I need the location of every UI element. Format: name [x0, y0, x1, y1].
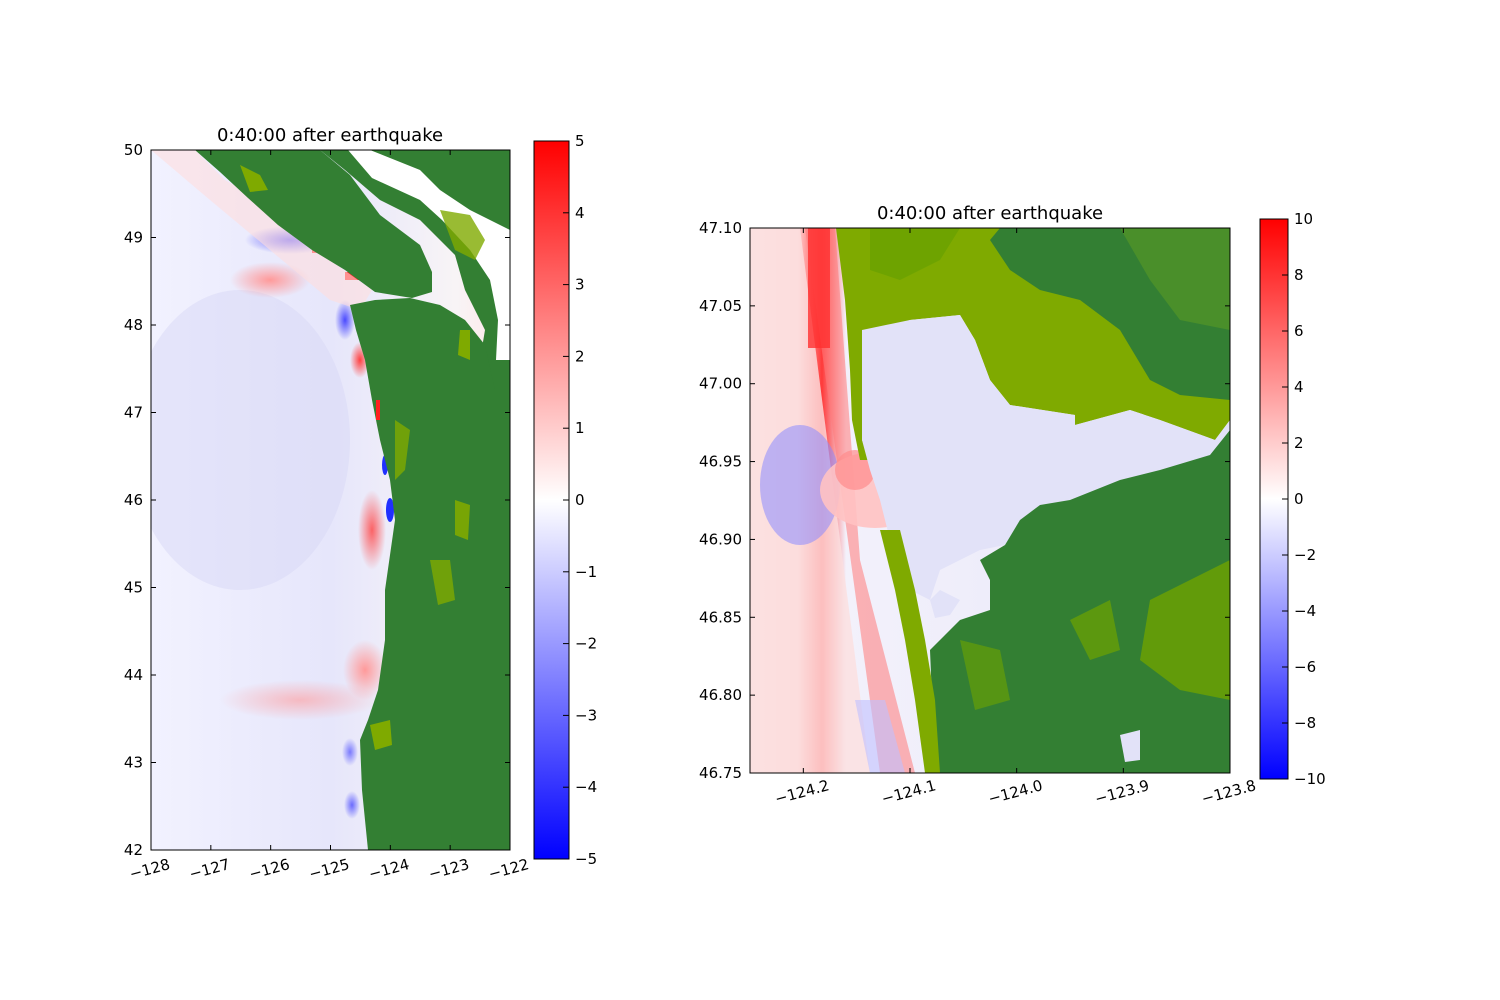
- panel-1-ytick-label: 46: [124, 491, 143, 509]
- colorbar-2-tick-label: 4: [1294, 378, 1304, 396]
- map-panel-2: 0:40:00 after earthquake: [699, 203, 1326, 808]
- colorbar-1-tick-label: 2: [575, 347, 585, 365]
- panel-1-ytick-label: 48: [124, 316, 143, 334]
- panel-2-ytick-label: 46.90: [699, 530, 742, 548]
- panel-1-field: [151, 150, 510, 850]
- panel-2-xtick-label: −124.2: [773, 776, 831, 808]
- colorbar-2-tick-label: −4: [1294, 602, 1316, 620]
- colorbar-2-tick-label: −6: [1294, 658, 1316, 676]
- panel-1-xtick-label: −127: [187, 855, 231, 883]
- panel-1-xtick-label: −124: [367, 855, 411, 883]
- colorbar-1-tick-label: −3: [575, 706, 597, 724]
- panel-2-xtick-label: −123.9: [1093, 776, 1151, 808]
- panel-2-field: [750, 228, 1230, 773]
- map-panel-1: 0:40:00 after earthquake: [124, 125, 597, 883]
- panel-2-frame: [749, 227, 1231, 774]
- panel-2-title: 0:40:00 after earthquake: [877, 203, 1103, 224]
- colorbar-2-tick-label: −10: [1294, 770, 1326, 788]
- panel-1-xtick-label: −125: [307, 855, 351, 883]
- colorbar-2-tick-label: −2: [1294, 546, 1316, 564]
- panel-2-ytick-label: 46.95: [699, 453, 742, 471]
- panel-2-ytick-label: 47.10: [699, 219, 742, 237]
- panel-2-ytick-label: 46.75: [699, 764, 742, 782]
- panel-1-title: 0:40:00 after earthquake: [217, 125, 443, 146]
- colorbar-1-tick-label: 3: [575, 276, 585, 294]
- panel-2-xtick-label: −124.1: [880, 776, 938, 808]
- colorbar-1-tick-label: 5: [575, 132, 585, 150]
- colorbar-1-tick-label: −5: [575, 850, 597, 868]
- panel-1-ytick-label: 47: [124, 404, 143, 422]
- colorbar-1-tick-label: −2: [575, 635, 597, 653]
- colorbar-2-tick-label: 6: [1294, 322, 1304, 340]
- panel-1-ytick-label: 49: [124, 229, 143, 247]
- panel-1-xtick-label: −123: [427, 855, 471, 883]
- panel-1-ytick-label: 43: [124, 754, 143, 772]
- panel-2-ytick-label: 47.00: [699, 375, 742, 393]
- panel-1-ytick-label: 42: [124, 841, 143, 859]
- panel-2-ytick-label: 46.85: [699, 608, 742, 626]
- colorbar-2-tick-label: −8: [1294, 714, 1316, 732]
- panel-2-xtick-label: −124.0: [986, 776, 1044, 808]
- panel-1-ytick-label: 45: [124, 579, 143, 597]
- colorbar-2-tick-label: 8: [1294, 266, 1304, 284]
- colorbar-1-tick-label: −4: [575, 778, 597, 796]
- panel-1-ytick-label: 44: [124, 666, 143, 684]
- colorbar-2-tick-label: 10: [1294, 210, 1313, 228]
- colorbar-1-tick-label: −1: [575, 563, 597, 581]
- colorbar-1-tick-label: 4: [575, 204, 585, 222]
- panel-1-xtick-label: −126: [247, 855, 291, 883]
- colorbar-2-tick-label: 0: [1294, 490, 1304, 508]
- colorbar-2-tick-label: 2: [1294, 434, 1304, 452]
- panel-1-xtick-label: −128: [127, 855, 171, 883]
- panel-2-ytick-label: 46.80: [699, 686, 742, 704]
- panel-1-xtick-label: −122: [486, 855, 530, 883]
- panel-1-ytick-label: 50: [124, 141, 143, 159]
- panel-2-ytick-label: 47.05: [699, 297, 742, 315]
- colorbar-1-tick-label: 0: [575, 491, 585, 509]
- colorbar-1-tick-label: 1: [575, 419, 585, 437]
- panel-2-xtick-label: −123.8: [1200, 776, 1258, 808]
